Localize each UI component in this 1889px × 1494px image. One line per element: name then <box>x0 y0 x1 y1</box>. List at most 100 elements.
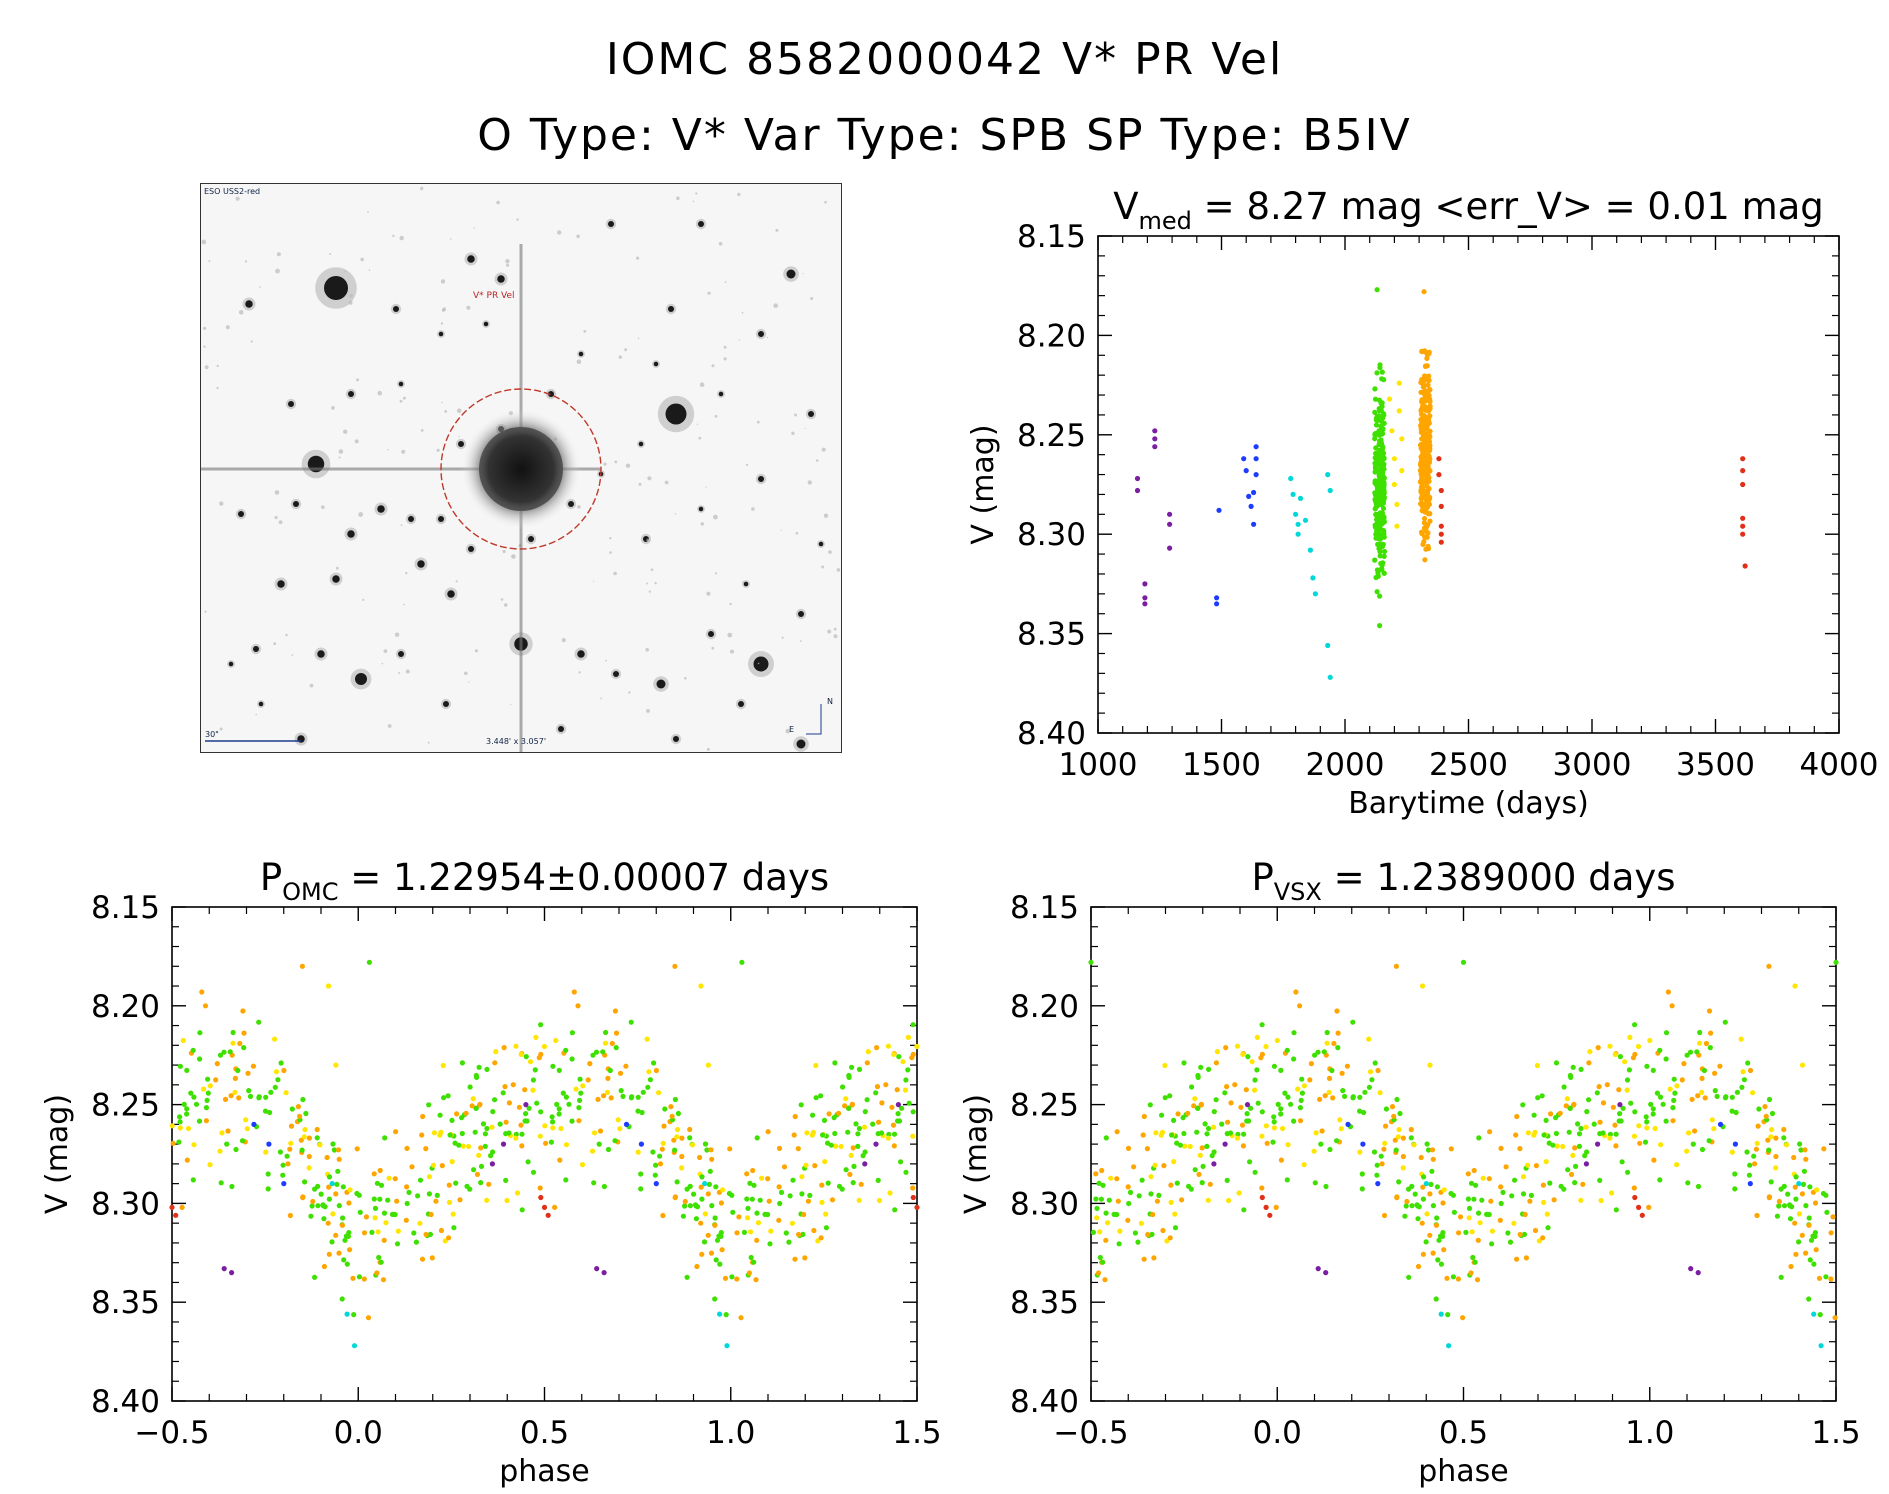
data-point <box>523 1054 529 1060</box>
data-point <box>862 1109 868 1115</box>
data-point <box>1319 1128 1325 1134</box>
data-point <box>440 1062 446 1069</box>
data-point <box>876 1119 882 1125</box>
data-point <box>1241 456 1247 462</box>
data-point <box>1404 1198 1410 1205</box>
data-point <box>751 1182 757 1188</box>
data-point <box>1381 528 1387 534</box>
data-point <box>876 1197 883 1204</box>
data-point <box>896 1054 902 1060</box>
data-point <box>1381 1212 1388 1219</box>
data-point <box>241 1030 247 1036</box>
data-point <box>1248 1105 1254 1111</box>
data-point <box>185 1125 192 1132</box>
data-point <box>1389 428 1395 434</box>
data-point <box>1270 1139 1276 1145</box>
data-point <box>1317 1096 1323 1102</box>
data-point <box>1399 436 1405 442</box>
data-point <box>1117 1228 1123 1234</box>
data-point <box>1327 674 1333 680</box>
data-point <box>474 1074 480 1080</box>
data-point <box>300 1096 306 1103</box>
data-point <box>1263 1123 1269 1129</box>
data-point <box>1778 1186 1784 1192</box>
data-point <box>1236 1190 1242 1196</box>
data-point <box>754 1237 760 1243</box>
data-point <box>855 1143 861 1149</box>
data-point <box>537 1133 543 1139</box>
data-point <box>1511 1220 1517 1226</box>
fov-label: 3.448' x 3.057' <box>486 737 546 746</box>
data-point <box>1572 1145 1578 1151</box>
data-point <box>813 1095 819 1101</box>
data-point <box>563 1094 570 1100</box>
data-point <box>1153 1130 1159 1136</box>
data-point <box>1191 1103 1197 1109</box>
data-point <box>1338 1126 1344 1132</box>
data-point <box>1583 1124 1589 1130</box>
data-point <box>1517 1231 1523 1238</box>
data-point <box>1580 1181 1586 1187</box>
data-point <box>791 1132 797 1138</box>
data-point <box>1284 1177 1290 1183</box>
data-point <box>802 1255 808 1261</box>
data-point <box>1379 376 1385 382</box>
data-point <box>326 1251 332 1257</box>
data-point <box>1773 1153 1779 1160</box>
phase-vsx-panel: −0.5 0.0 0.5 1.0 1.58.158.208.258.308.358.40… <box>959 856 1861 1489</box>
y-tick-label: 8.35 <box>1017 617 1086 653</box>
data-point <box>569 1030 576 1036</box>
data-point <box>273 1069 279 1075</box>
data-point <box>434 1192 440 1198</box>
data-point <box>394 1198 400 1204</box>
data-point <box>1313 1130 1319 1136</box>
data-points <box>1134 287 1748 680</box>
sky-field: V* PR Vel ESO USS2-red 30" 3.448' x 3.05… <box>201 186 841 752</box>
data-point <box>1739 1084 1745 1090</box>
data-point <box>1430 1250 1436 1256</box>
data-point <box>628 1095 635 1101</box>
data-point <box>687 1203 694 1209</box>
data-point <box>1471 1196 1477 1202</box>
data-point <box>1374 370 1380 376</box>
data-point <box>679 1165 685 1171</box>
data-point <box>1168 1199 1174 1205</box>
data-point <box>1823 1274 1829 1280</box>
data-point <box>682 1203 688 1209</box>
east-label: E <box>789 725 794 734</box>
data-point <box>575 1003 581 1009</box>
data-point <box>1162 1095 1168 1101</box>
title-line-2: O Type: V* Var Type: SPB SP Type: B5IV <box>477 110 1412 161</box>
data-point <box>885 1135 891 1141</box>
data-point <box>1663 1056 1669 1062</box>
data-point <box>320 1202 326 1208</box>
data-point <box>477 1101 483 1107</box>
data-point <box>680 1213 687 1219</box>
data-point <box>315 1203 321 1209</box>
data-point <box>605 1075 611 1081</box>
data-point <box>1225 1119 1231 1125</box>
data-point <box>1438 1311 1444 1317</box>
data-point <box>1429 1147 1436 1153</box>
data-point <box>656 1090 662 1096</box>
data-point <box>554 1101 560 1107</box>
data-point <box>1301 1083 1307 1089</box>
data-point <box>887 1190 893 1196</box>
data-point <box>1520 1174 1527 1180</box>
data-point <box>891 1131 898 1137</box>
data-point <box>1367 1069 1374 1075</box>
data-point <box>757 1197 763 1203</box>
data-point <box>193 1101 200 1107</box>
data-point <box>653 1067 660 1074</box>
data-point <box>287 1146 293 1152</box>
data-point <box>1616 1087 1622 1093</box>
data-point <box>1391 456 1397 462</box>
data-point <box>1406 1274 1412 1280</box>
data-point <box>1438 531 1444 537</box>
data-point <box>1275 1101 1281 1107</box>
data-point <box>839 1186 845 1192</box>
data-point <box>321 1263 327 1270</box>
data-point <box>910 1194 916 1201</box>
data-point <box>1578 1197 1584 1203</box>
data-point <box>484 1066 490 1072</box>
